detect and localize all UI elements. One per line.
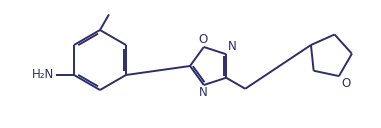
Text: O: O xyxy=(198,33,207,46)
Text: H₂N: H₂N xyxy=(32,68,54,82)
Text: N: N xyxy=(199,86,207,99)
Text: O: O xyxy=(341,77,350,90)
Text: N: N xyxy=(228,40,237,53)
